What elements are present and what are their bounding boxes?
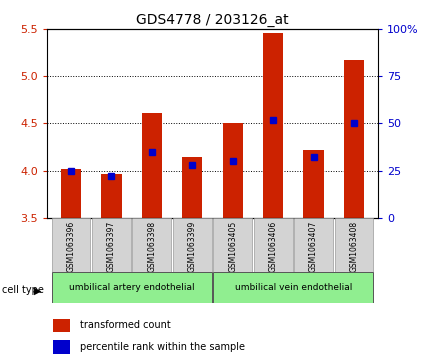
Bar <box>344 60 364 218</box>
Text: cell type: cell type <box>2 285 44 295</box>
Text: GSM1063398: GSM1063398 <box>147 220 156 272</box>
Bar <box>54 319 70 332</box>
Bar <box>54 340 70 354</box>
Title: GDS4778 / 203126_at: GDS4778 / 203126_at <box>136 13 289 26</box>
Text: ▶: ▶ <box>34 285 41 295</box>
Bar <box>334 218 374 272</box>
Bar <box>142 113 162 218</box>
Text: GSM1063399: GSM1063399 <box>188 220 197 272</box>
Text: umbilical vein endothelial: umbilical vein endothelial <box>235 283 352 292</box>
Bar <box>101 174 122 218</box>
Text: GSM1063407: GSM1063407 <box>309 220 318 272</box>
Text: GSM1063397: GSM1063397 <box>107 220 116 272</box>
Text: percentile rank within the sample: percentile rank within the sample <box>80 342 245 352</box>
Bar <box>51 272 212 303</box>
Bar <box>92 218 131 272</box>
Bar <box>133 218 171 272</box>
Bar <box>173 218 212 272</box>
Bar <box>303 150 324 218</box>
Text: GSM1063405: GSM1063405 <box>228 220 237 272</box>
Bar <box>263 33 283 218</box>
Bar <box>61 169 81 218</box>
Bar <box>213 218 252 272</box>
Text: umbilical artery endothelial: umbilical artery endothelial <box>69 283 195 292</box>
Bar <box>182 158 202 218</box>
Bar <box>294 218 333 272</box>
Text: GSM1063408: GSM1063408 <box>349 220 359 272</box>
Text: GSM1063406: GSM1063406 <box>269 220 278 272</box>
Bar <box>213 272 374 303</box>
Bar <box>51 218 91 272</box>
Bar <box>223 123 243 218</box>
Text: transformed count: transformed count <box>80 321 171 330</box>
Bar <box>254 218 292 272</box>
Text: GSM1063396: GSM1063396 <box>66 220 76 272</box>
